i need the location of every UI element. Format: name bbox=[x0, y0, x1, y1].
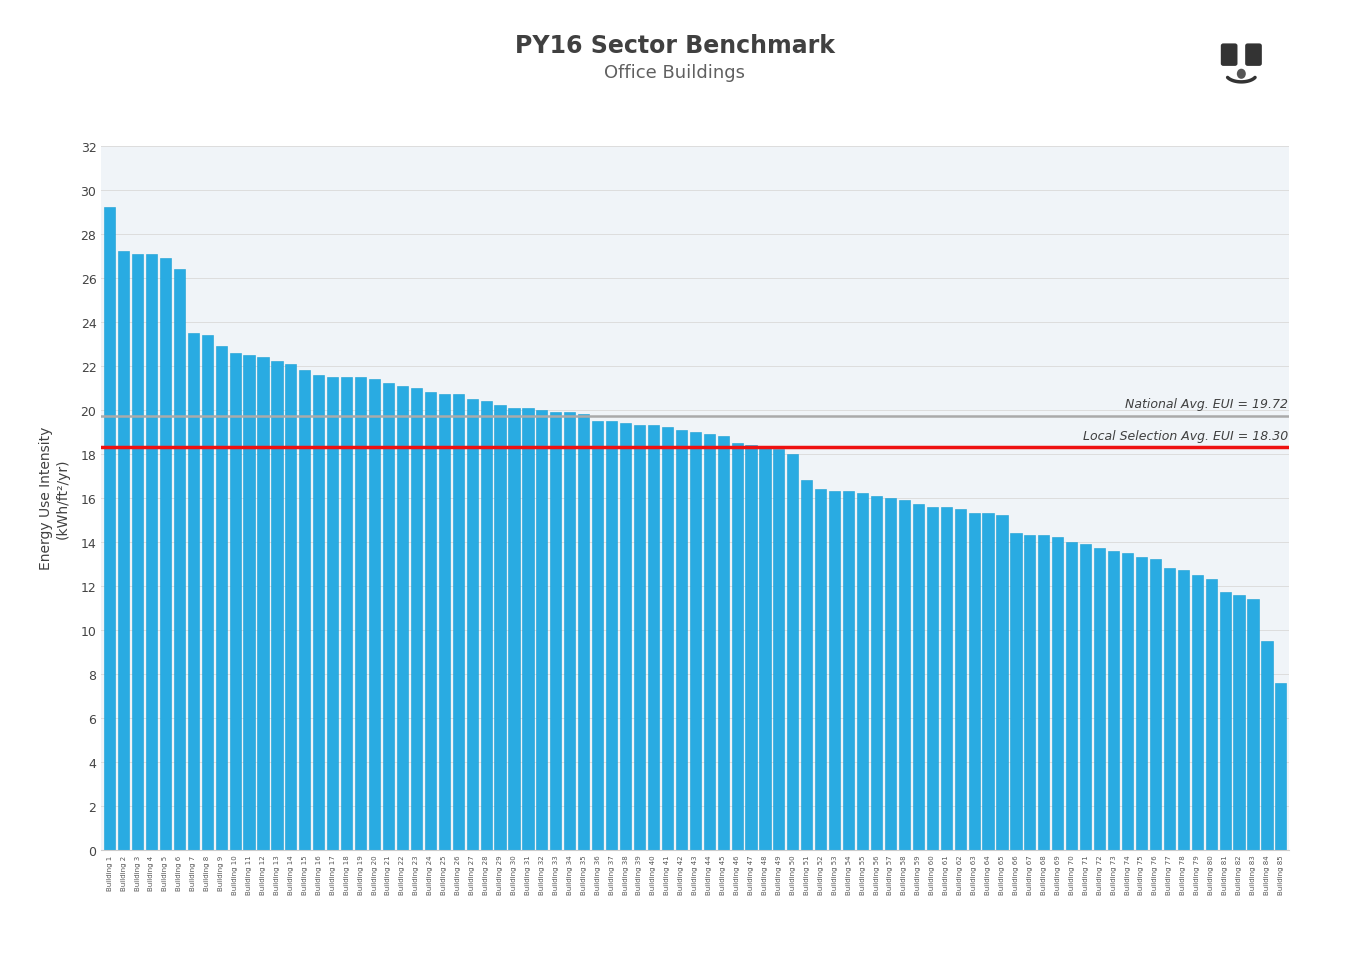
Bar bbox=[1080, 544, 1091, 850]
Circle shape bbox=[1199, 32, 1284, 106]
Bar bbox=[718, 437, 729, 850]
Bar bbox=[1094, 549, 1106, 850]
Bar bbox=[606, 421, 617, 850]
Bar bbox=[397, 386, 408, 850]
Bar bbox=[369, 380, 381, 850]
Bar bbox=[522, 408, 533, 850]
Bar bbox=[871, 496, 882, 850]
Bar bbox=[857, 494, 868, 850]
Bar bbox=[983, 514, 994, 850]
Bar bbox=[174, 270, 185, 850]
Bar bbox=[104, 208, 115, 850]
Bar bbox=[1025, 535, 1035, 850]
Bar bbox=[1150, 560, 1161, 850]
Bar bbox=[1206, 579, 1216, 850]
Bar bbox=[1276, 683, 1287, 850]
Bar bbox=[342, 377, 352, 850]
Bar bbox=[327, 377, 339, 850]
Bar bbox=[481, 402, 491, 850]
Bar bbox=[899, 500, 910, 850]
Bar bbox=[578, 414, 590, 850]
Bar bbox=[1122, 553, 1133, 850]
Bar bbox=[1010, 533, 1022, 850]
Bar bbox=[676, 430, 687, 850]
Bar bbox=[117, 252, 130, 850]
Bar bbox=[1234, 595, 1245, 850]
Bar bbox=[1219, 593, 1231, 850]
Bar bbox=[745, 446, 756, 850]
Bar bbox=[216, 347, 227, 850]
Bar bbox=[258, 358, 269, 850]
Bar bbox=[648, 426, 659, 850]
Bar bbox=[243, 356, 255, 850]
Bar bbox=[271, 362, 282, 850]
Bar bbox=[1108, 551, 1119, 850]
Bar bbox=[159, 259, 171, 850]
Bar bbox=[662, 428, 672, 850]
Bar bbox=[452, 395, 464, 850]
Bar bbox=[564, 412, 575, 850]
Bar bbox=[926, 507, 938, 850]
Bar bbox=[467, 400, 478, 850]
Bar bbox=[1135, 558, 1148, 850]
Bar bbox=[884, 498, 896, 850]
Text: Local Selection Avg. EUI = 18.30: Local Selection Avg. EUI = 18.30 bbox=[1083, 429, 1288, 443]
Bar bbox=[593, 421, 603, 850]
Bar bbox=[801, 481, 813, 850]
Bar bbox=[300, 371, 310, 850]
FancyBboxPatch shape bbox=[1220, 44, 1238, 66]
Bar bbox=[509, 408, 520, 850]
Bar bbox=[842, 491, 855, 850]
Bar bbox=[132, 254, 143, 850]
Bar bbox=[996, 516, 1007, 850]
Bar bbox=[425, 393, 436, 850]
Bar bbox=[1261, 641, 1273, 850]
Bar bbox=[941, 507, 952, 850]
Bar bbox=[968, 514, 980, 850]
Bar bbox=[787, 454, 798, 850]
Bar bbox=[494, 406, 506, 850]
Ellipse shape bbox=[1237, 69, 1246, 80]
Bar bbox=[410, 389, 423, 850]
Bar bbox=[1052, 537, 1064, 850]
Bar bbox=[732, 444, 742, 850]
Bar bbox=[536, 410, 548, 850]
Bar bbox=[188, 333, 198, 850]
Bar bbox=[1247, 599, 1258, 850]
Bar bbox=[1177, 571, 1189, 850]
Bar bbox=[1192, 575, 1203, 850]
Bar bbox=[815, 489, 826, 850]
Bar bbox=[551, 412, 562, 850]
Bar bbox=[1066, 542, 1077, 850]
Bar bbox=[774, 450, 784, 850]
Bar bbox=[1164, 569, 1174, 850]
Y-axis label: Energy Use Intensity
(kWh/ft²/yr): Energy Use Intensity (kWh/ft²/yr) bbox=[39, 427, 69, 570]
FancyBboxPatch shape bbox=[1245, 44, 1262, 66]
Bar bbox=[1038, 535, 1049, 850]
Bar bbox=[355, 377, 366, 850]
Bar bbox=[313, 375, 324, 850]
Bar bbox=[285, 364, 297, 850]
Text: National Avg. EUI = 19.72: National Avg. EUI = 19.72 bbox=[1125, 398, 1288, 411]
Bar bbox=[201, 336, 213, 850]
Bar bbox=[760, 447, 771, 850]
Bar bbox=[913, 505, 923, 850]
Bar bbox=[703, 435, 714, 850]
Bar bbox=[954, 509, 965, 850]
Bar bbox=[829, 491, 840, 850]
Text: Hawai'i Energy: Hawai'i Energy bbox=[1203, 122, 1280, 131]
Bar bbox=[230, 353, 240, 850]
Bar bbox=[690, 432, 701, 850]
Bar bbox=[634, 426, 645, 850]
Text: PY16 Sector Benchmark: PY16 Sector Benchmark bbox=[514, 34, 836, 59]
Bar bbox=[620, 424, 630, 850]
Bar bbox=[146, 254, 157, 850]
Text: Office Buildings: Office Buildings bbox=[605, 64, 745, 81]
Bar bbox=[383, 384, 394, 850]
Bar bbox=[439, 395, 450, 850]
